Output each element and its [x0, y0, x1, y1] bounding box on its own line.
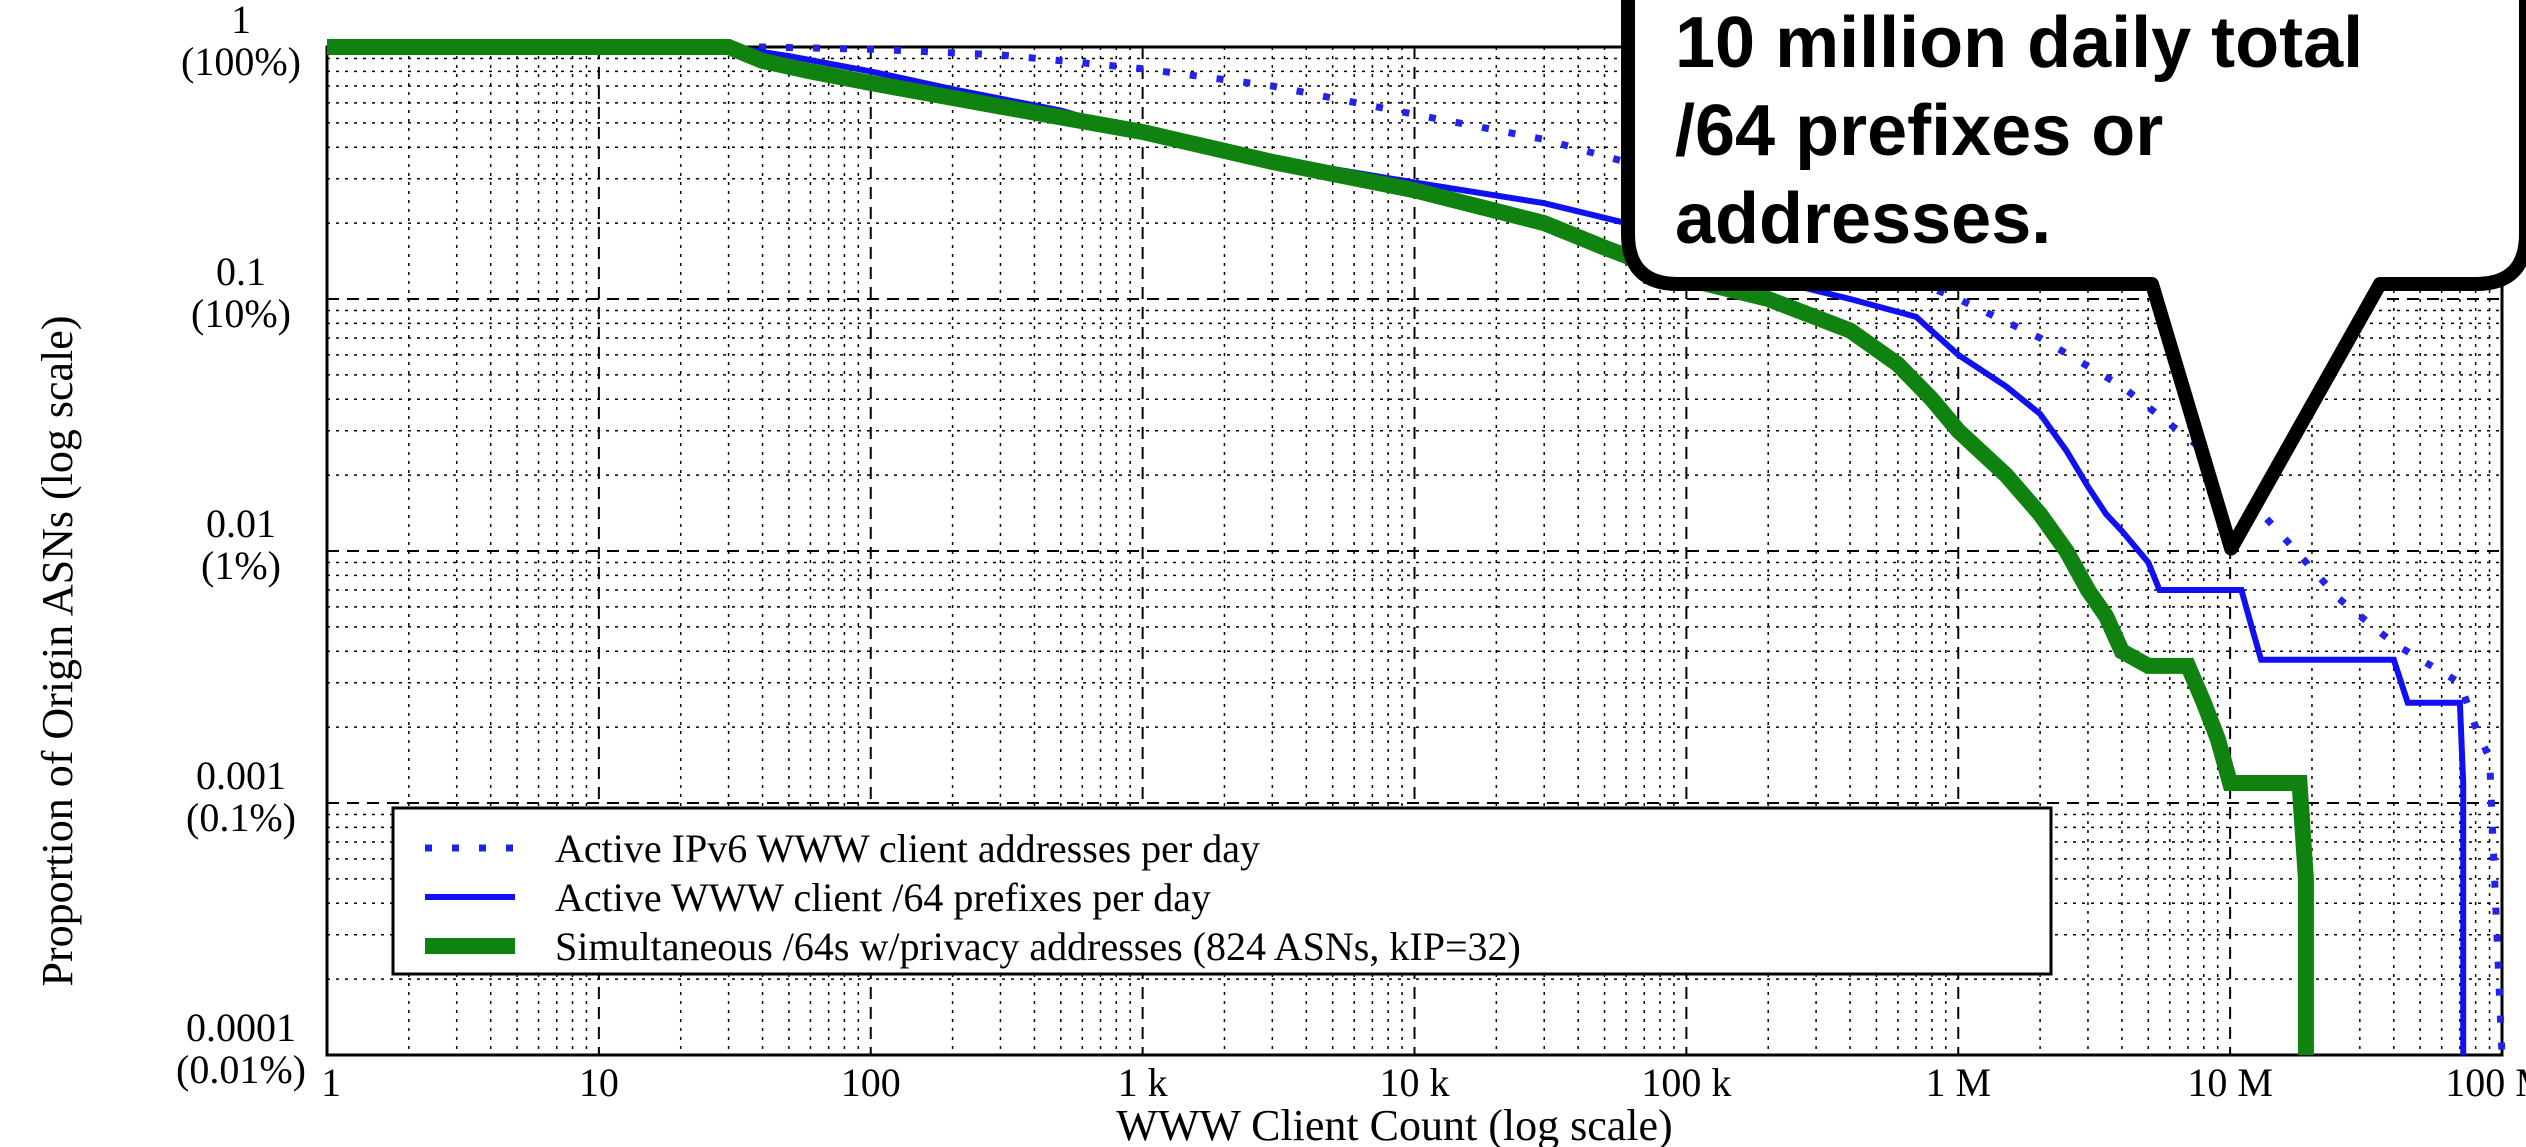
callout-annotation: 10 million daily total/64 prefixes oradd… — [1621, 0, 2526, 556]
y-tick-labels: 1(100%) 0.1(10%) 0.01(1%) 0.001(0.1%) 0.0001… — [176, 0, 306, 1092]
legend-label: Simultaneous /64s w/privacy addresses (8… — [555, 924, 1521, 969]
series-line-3 — [327, 39, 2314, 1055]
callout-text-line: 10 million daily total — [1675, 3, 2363, 83]
x-tick-label: 10 k — [1380, 1060, 1450, 1105]
y-tick-label: 0.1 — [216, 249, 266, 294]
x-tick-labels: 1 10 100 1 k 10 k 100 k 1 M 10 M 100 M — [321, 1060, 2526, 1105]
y-tick-sublabel: (1%) — [201, 543, 281, 588]
x-tick-label: 10 M — [2187, 1060, 2273, 1105]
x-tick-label: 100 M — [2445, 1060, 2526, 1105]
callout-text-line: addresses. — [1675, 179, 2051, 259]
x-tick-label: 10 — [579, 1060, 619, 1105]
series-lines — [327, 39, 2506, 1056]
y-axis-title: Proportion of Origin ASNs (log scale) — [33, 316, 82, 987]
legend-label: Active WWW client /64 prefixes per day — [555, 875, 1211, 920]
x-tick-label: 100 — [841, 1060, 901, 1105]
x-tick-label: 1 — [321, 1060, 341, 1105]
y-tick-sublabel: (0.1%) — [186, 795, 296, 840]
y-tick-label: 0.0001 — [186, 1005, 296, 1050]
y-tick-sublabel: (0.01%) — [176, 1047, 306, 1092]
callout-text-line: /64 prefixes or — [1675, 91, 2163, 171]
y-tick-sublabel: (10%) — [191, 291, 291, 336]
plot-frame — [325, 45, 2504, 1057]
legend-label: Active IPv6 WWW client addresses per day — [555, 826, 1260, 871]
y-tick-sublabel: (100%) — [181, 39, 301, 84]
y-tick-label: 0.001 — [196, 753, 286, 798]
x-tick-label: 1 M — [1925, 1060, 1991, 1105]
legend-box — [391, 806, 2053, 976]
y-tick-label: 0.01 — [206, 501, 276, 546]
x-tick-label: 100 k — [1641, 1060, 1731, 1105]
y-tick-label: 1 — [231, 0, 251, 42]
legend: Active IPv6 WWW client addresses per day… — [391, 806, 2053, 976]
callout-bubble — [1621, 0, 2526, 556]
x-tick-label: 1 k — [1118, 1060, 1168, 1105]
x-axis-title: WWW Client Count (log scale) — [1116, 1101, 1672, 1147]
